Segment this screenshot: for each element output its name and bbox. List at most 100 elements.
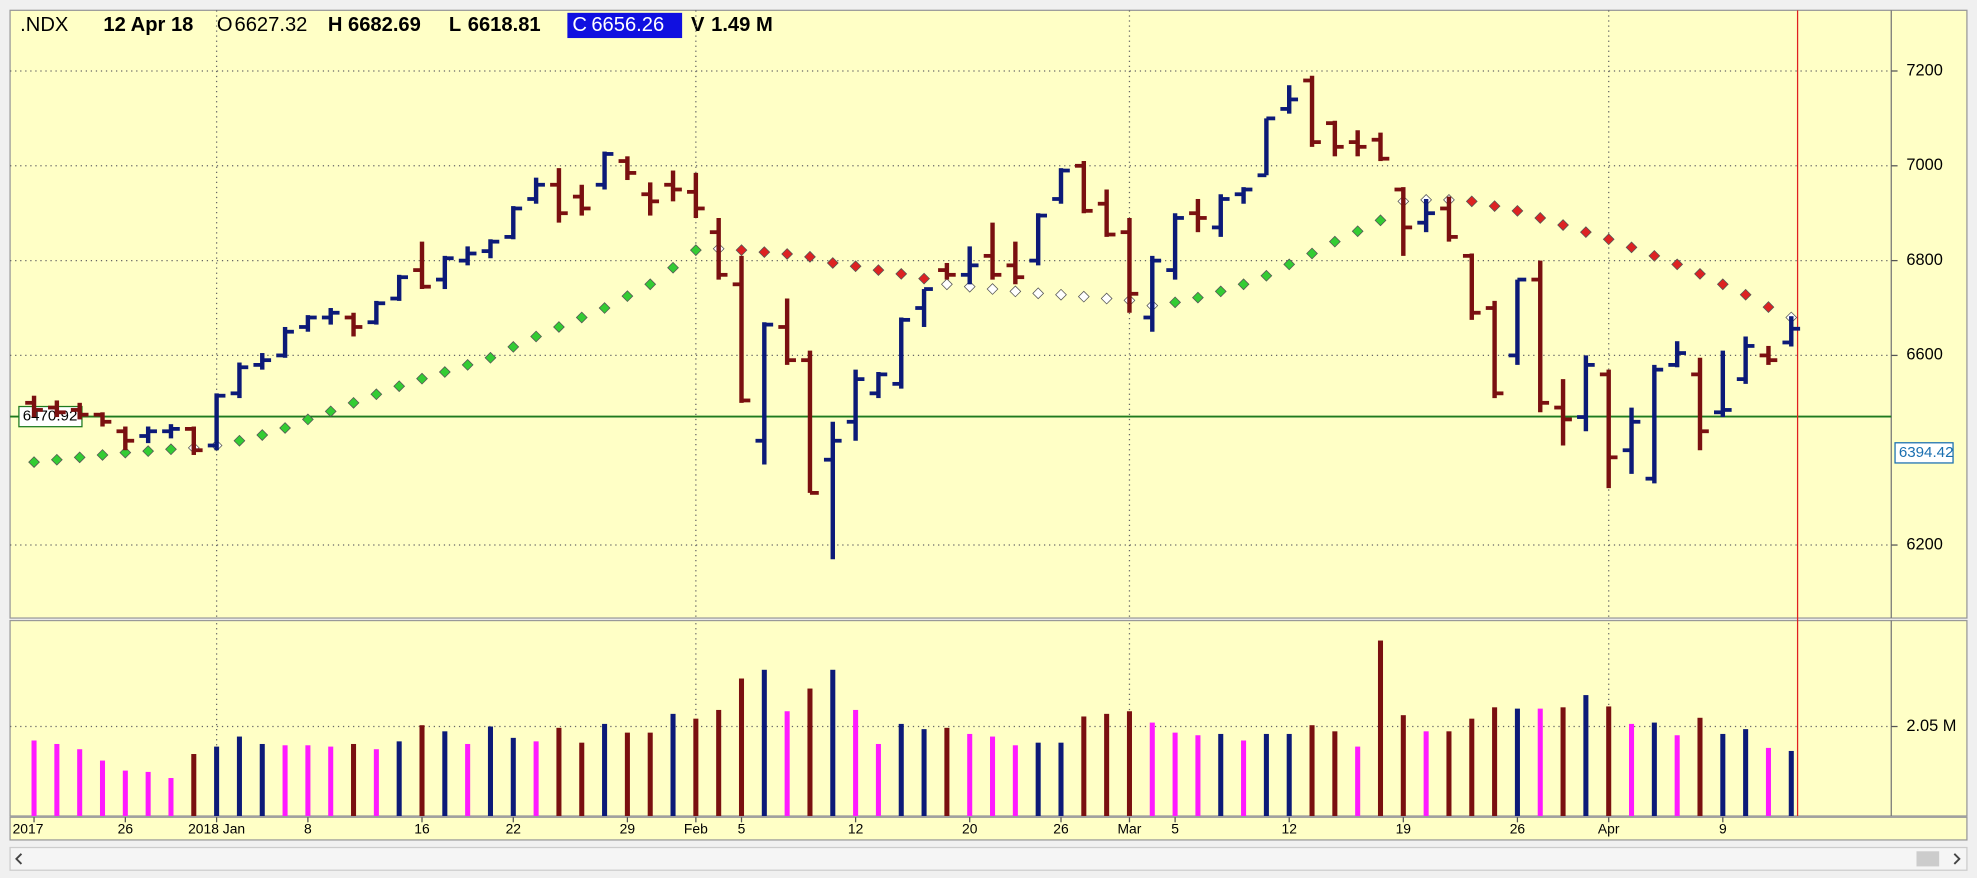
price-marker-box	[1894, 442, 1954, 464]
price-marker-label: 6394.42	[1899, 444, 1954, 461]
volume-bar	[624, 732, 630, 816]
sar-dot	[1283, 258, 1296, 271]
x-tick-label: 20	[962, 821, 978, 837]
volume-bar	[1492, 707, 1498, 816]
volume-bar	[259, 743, 265, 816]
sar-dot	[644, 278, 657, 291]
x-tick-label: 5	[1171, 821, 1179, 837]
sar-dot	[1032, 287, 1045, 300]
sar-dot	[28, 456, 40, 468]
volume-bar	[1218, 733, 1224, 816]
volume-bar	[1195, 735, 1201, 816]
volume-bar	[944, 727, 950, 816]
sar-dot	[575, 311, 588, 324]
field-value: 6627.32	[235, 14, 308, 36]
volume-bar	[1514, 708, 1520, 816]
x-tick-label: 16	[414, 821, 430, 837]
x-tick-label: 2018 Jan	[188, 821, 245, 837]
x-tick-label: 2017	[13, 821, 44, 837]
sar-dot	[1625, 241, 1638, 254]
volume-bar	[1469, 718, 1475, 816]
sar-dot	[324, 405, 337, 418]
sar-dot	[1671, 258, 1684, 271]
x-tick-label: 26	[118, 821, 134, 837]
volume-bar	[670, 713, 676, 816]
scrollbar[interactable]	[9, 846, 1968, 871]
sar-dot	[826, 257, 839, 269]
sar-dot	[1557, 219, 1569, 231]
x-tick-label: 12	[848, 821, 864, 837]
field-value: 6618.81	[468, 14, 541, 36]
volume-bar	[1058, 742, 1064, 816]
sar-dot	[96, 449, 109, 461]
sar-dot	[1260, 269, 1273, 282]
field-value: 6656.26	[591, 14, 664, 36]
volume-bar	[1697, 717, 1703, 816]
y-tick-label: 7000	[1906, 156, 1942, 174]
volume-bar	[1104, 713, 1110, 816]
volume-bar	[1332, 731, 1338, 816]
y-tick-label: 6600	[1906, 346, 1942, 364]
sar-dot	[1648, 249, 1661, 262]
sar-dot	[598, 302, 611, 314]
sar-dot	[735, 244, 748, 257]
sar-dot	[963, 280, 976, 293]
volume-bar	[1377, 640, 1384, 816]
sar-dot	[1511, 204, 1524, 217]
volume-bar	[1081, 716, 1087, 816]
header: .NDX 12 Apr 18 O 6627.32 H 6682.69 L 661…	[20, 12, 773, 39]
x-tick-label: Feb	[684, 821, 708, 837]
close-highlight	[567, 12, 683, 39]
sar-dot	[872, 264, 885, 276]
volume-bar	[1560, 707, 1566, 816]
sar-dot	[1306, 247, 1318, 260]
sar-dot	[553, 321, 565, 333]
volume-bar	[556, 727, 562, 816]
x-tick-label: 19	[1396, 821, 1412, 837]
sar-dot	[165, 443, 177, 456]
sar-dot	[1009, 285, 1022, 298]
volume-bar	[1629, 723, 1635, 816]
sar-dot	[1716, 278, 1729, 291]
volume-bar	[328, 746, 334, 816]
sar-dot	[461, 359, 474, 371]
x-tick-label: 9	[1719, 821, 1727, 837]
x-tick-label: 5	[738, 821, 746, 837]
volume-bar	[1446, 731, 1452, 816]
sar-dot	[918, 272, 930, 285]
sar-dot	[667, 261, 679, 274]
volume-bar	[77, 749, 83, 816]
volume-bar	[898, 723, 904, 816]
scroll-right[interactable]	[1953, 853, 1961, 865]
sar-dot	[1328, 235, 1341, 248]
volume-bar	[853, 709, 859, 816]
sar-dot	[1351, 225, 1364, 238]
scroll-thumb[interactable]	[1916, 851, 1940, 867]
volume-bar	[1172, 732, 1178, 816]
volume-bar	[465, 743, 471, 816]
sar-dot	[895, 267, 908, 280]
volume-bar	[1743, 729, 1749, 816]
volume-bar	[1765, 747, 1771, 816]
sar-dot	[347, 396, 360, 409]
x-tick-label: 26	[1510, 821, 1526, 837]
sar-dot	[370, 388, 383, 401]
volume-bar	[168, 778, 174, 816]
sar-dot	[1169, 296, 1181, 309]
sar-dot	[941, 278, 953, 291]
volume-bar	[875, 743, 881, 816]
sar-dot	[530, 330, 542, 343]
sar-dot	[416, 372, 428, 385]
x-tick-label: 22	[506, 821, 522, 837]
volume-bar	[1286, 733, 1292, 816]
volume-bar	[1126, 711, 1132, 816]
volume-bar	[1423, 731, 1429, 816]
scroll-left[interactable]	[15, 853, 23, 865]
sar-dot	[256, 429, 269, 441]
volume-bar	[738, 678, 745, 816]
sar-dot	[1192, 291, 1204, 304]
volume-bar	[1651, 722, 1657, 816]
volume-bar	[373, 749, 379, 816]
sar-dot	[233, 434, 246, 447]
volume-bar	[122, 770, 128, 816]
